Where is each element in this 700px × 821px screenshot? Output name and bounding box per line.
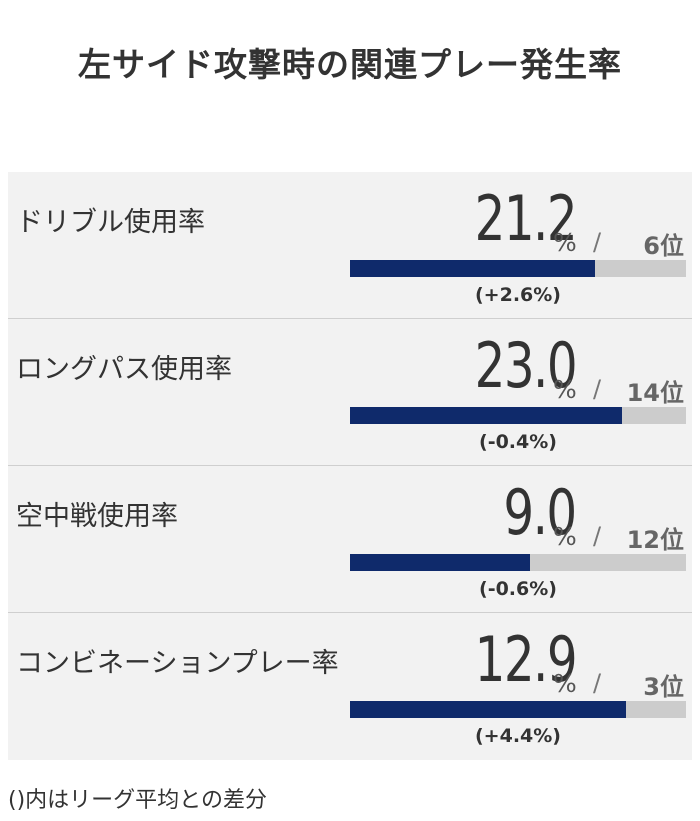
footnote: ()内はリーグ平均との差分 [8,788,267,813]
metric-separator: / [593,669,602,697]
metric-row-combination: コンビネーションプレー率 12.9 % / 3位 (+4.4%) [8,613,692,760]
metric-unit: % [553,669,577,698]
metric-label: ロングパス使用率 [16,354,232,385]
metric-label: ドリブル使用率 [16,207,205,238]
metric-rank: 6位 [643,232,684,260]
metric-unit: % [553,375,577,404]
metric-bar-track [350,554,686,571]
row-divider [8,318,692,319]
page-title: 左サイド攻撃時の関連プレー発生率 [78,45,622,84]
metric-value: 12.9 [474,623,578,696]
metric-bar-fill [350,260,596,277]
metric-bar-track [350,407,686,424]
metric-unit: % [553,522,577,551]
metric-value: 23.0 [474,329,578,402]
metric-row-long-pass: ロングパス使用率 23.0 % / 14位 (-0.4%) [8,319,692,466]
metric-bar-fill [350,554,530,571]
metric-rank: 14位 [626,379,684,407]
metric-bar-track [350,701,686,718]
metric-separator: / [593,522,602,550]
metric-row-dribble: ドリブル使用率 21.2 % / 6位 (+2.6%) [8,172,692,319]
metric-separator: / [593,228,602,256]
metric-bar-track [350,260,686,277]
metric-diff: (+2.6%) [475,284,561,306]
row-divider [8,612,692,613]
stats-panel: ドリブル使用率 21.2 % / 6位 (+2.6%) ロングパス使用率 23.… [8,172,692,760]
metric-row-aerial: 空中戦使用率 9.0 % / 12位 (-0.6%) [8,466,692,613]
metric-bar-fill [350,701,626,718]
metric-value: 21.2 [474,182,578,255]
metric-label: 空中戦使用率 [16,501,178,532]
metric-value: 9.0 [503,476,578,549]
metric-rank: 3位 [643,673,684,701]
metric-unit: % [553,228,577,257]
metric-rank: 12位 [626,526,684,554]
row-divider [8,465,692,466]
metric-label: コンビネーションプレー率 [16,648,339,679]
metric-bar-fill [350,407,623,424]
metric-separator: / [593,375,602,403]
metric-diff: (-0.6%) [479,578,557,600]
metric-diff: (+4.4%) [475,725,561,747]
metric-diff: (-0.4%) [479,431,557,453]
